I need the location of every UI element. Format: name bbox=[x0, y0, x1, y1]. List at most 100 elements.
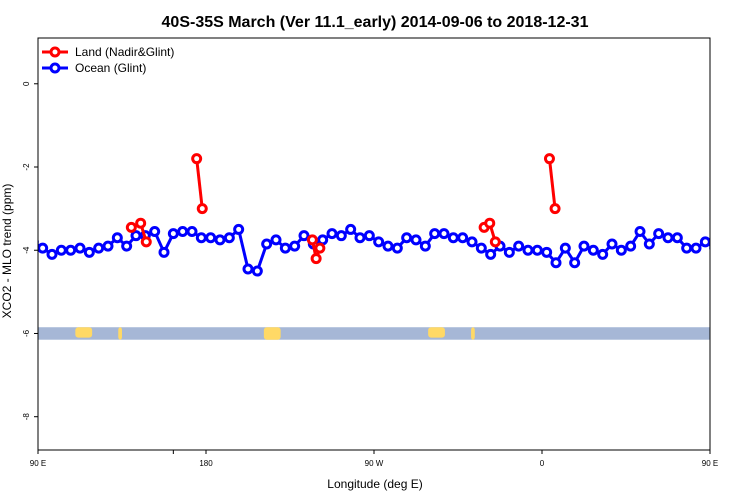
data-point-ocean bbox=[625, 240, 637, 252]
data-point-ocean bbox=[438, 228, 450, 240]
chart-title: 40S-35S March (Ver 11.1_early) 2014-09-0… bbox=[162, 14, 589, 31]
data-point-ocean bbox=[38, 242, 49, 254]
legend-marker-ocean bbox=[49, 62, 61, 74]
data-point-ocean bbox=[335, 230, 347, 242]
data-point-ocean bbox=[317, 234, 329, 246]
data-point-ocean bbox=[671, 232, 683, 244]
data-point-ocean bbox=[709, 245, 710, 252]
data-point-ocean bbox=[699, 236, 710, 248]
data-point-ocean bbox=[653, 228, 665, 240]
x-tick-label: 90 W bbox=[365, 459, 384, 468]
land-mask bbox=[428, 327, 445, 338]
data-point-ocean bbox=[354, 232, 366, 244]
data-point-ocean bbox=[111, 232, 123, 244]
data-point-ocean bbox=[457, 232, 469, 244]
data-point-ocean bbox=[606, 238, 618, 250]
y-tick-label: -6 bbox=[22, 329, 31, 337]
data-point-land bbox=[314, 242, 326, 254]
land-mask bbox=[471, 327, 475, 340]
data-point-ocean bbox=[233, 223, 245, 235]
land-mask bbox=[75, 327, 93, 338]
data-point-land bbox=[489, 236, 501, 248]
data-point-ocean bbox=[739, 246, 747, 254]
data-point-ocean bbox=[410, 234, 422, 246]
data-point-ocean bbox=[251, 265, 263, 277]
data-point-land bbox=[125, 221, 137, 233]
data-point-ocean bbox=[186, 226, 198, 238]
data-point-ocean bbox=[38, 239, 39, 245]
data-point-ocean bbox=[587, 244, 599, 256]
legend-label-land: Land (Nadir&Glint) bbox=[75, 45, 174, 59]
land-mask bbox=[118, 327, 122, 340]
data-point-ocean bbox=[102, 240, 114, 252]
data-point-ocean bbox=[559, 242, 571, 254]
data-point-ocean bbox=[149, 226, 161, 238]
data-point-ocean bbox=[363, 230, 375, 242]
legend-item-ocean: Ocean (Glint) bbox=[42, 61, 146, 75]
data-point-ocean bbox=[270, 234, 282, 246]
series-layer bbox=[38, 153, 747, 277]
data-point-ocean bbox=[298, 230, 310, 242]
data-point-ocean bbox=[93, 242, 105, 254]
y-axis-label: XCO2 - MLO trend (ppm) bbox=[0, 184, 14, 319]
data-point-ocean bbox=[242, 263, 254, 275]
data-point-land bbox=[140, 236, 152, 248]
data-point-ocean bbox=[83, 246, 95, 258]
data-point-ocean bbox=[429, 228, 441, 240]
data-point-ocean bbox=[485, 248, 497, 260]
legend-marker-land bbox=[49, 46, 61, 58]
data-point-ocean bbox=[158, 246, 170, 258]
data-point-ocean bbox=[205, 232, 217, 244]
data-point-ocean bbox=[597, 248, 609, 260]
y-tick-label: -4 bbox=[22, 246, 31, 254]
data-point-ocean bbox=[279, 242, 291, 254]
y-axis: 0 -2 -4 -6 -8 bbox=[22, 81, 38, 420]
data-point-ocean bbox=[690, 242, 702, 254]
data-point-ocean bbox=[578, 240, 590, 252]
x-tick-label: 180 bbox=[199, 459, 213, 468]
data-point-ocean bbox=[195, 232, 207, 244]
data-point-ocean bbox=[522, 244, 534, 256]
y-tick-label: -2 bbox=[22, 163, 31, 171]
data-point-ocean bbox=[729, 246, 737, 254]
data-point-ocean bbox=[65, 244, 77, 256]
legend-label-ocean: Ocean (Glint) bbox=[75, 61, 146, 75]
ocean-band bbox=[38, 327, 710, 340]
data-point-land bbox=[135, 217, 147, 229]
data-point-ocean bbox=[513, 240, 525, 252]
data-point-land bbox=[549, 203, 561, 215]
data-point-ocean bbox=[634, 226, 646, 238]
data-point-ocean bbox=[541, 246, 553, 258]
y-tick-label: 0 bbox=[22, 81, 31, 86]
data-point-ocean bbox=[615, 244, 627, 256]
data-point-ocean bbox=[662, 232, 674, 244]
data-point-land bbox=[484, 217, 496, 229]
data-point-ocean bbox=[531, 244, 543, 256]
data-point-ocean bbox=[289, 240, 301, 252]
data-point-ocean bbox=[55, 244, 67, 256]
land-mask bbox=[263, 327, 281, 340]
data-point-ocean bbox=[382, 240, 394, 252]
x-tick-label: 90 E bbox=[30, 459, 46, 468]
data-point-ocean bbox=[643, 238, 655, 250]
y-tick-label: -8 bbox=[22, 413, 31, 421]
data-point-ocean bbox=[373, 236, 385, 248]
data-point-ocean bbox=[121, 240, 133, 252]
data-point-ocean bbox=[261, 238, 273, 250]
data-point-ocean bbox=[74, 242, 86, 254]
series-line-land bbox=[547, 158, 557, 209]
data-point-ocean bbox=[720, 250, 728, 258]
data-point-ocean bbox=[46, 248, 58, 260]
data-point-ocean bbox=[177, 226, 189, 238]
x-tick-label: 90 E bbox=[702, 459, 718, 468]
x-axis: 90 E 180 90 W 0 90 E bbox=[30, 450, 718, 468]
data-point-ocean bbox=[345, 223, 357, 235]
data-point-ocean bbox=[569, 257, 581, 269]
data-point-land bbox=[306, 234, 318, 246]
data-point-land bbox=[196, 203, 208, 215]
data-point-ocean bbox=[130, 230, 142, 242]
legend: Land (Nadir&Glint) Ocean (Glint) bbox=[42, 45, 174, 75]
data-point-ocean bbox=[550, 257, 562, 269]
x-axis-label: Longitude (deg E) bbox=[327, 477, 422, 491]
